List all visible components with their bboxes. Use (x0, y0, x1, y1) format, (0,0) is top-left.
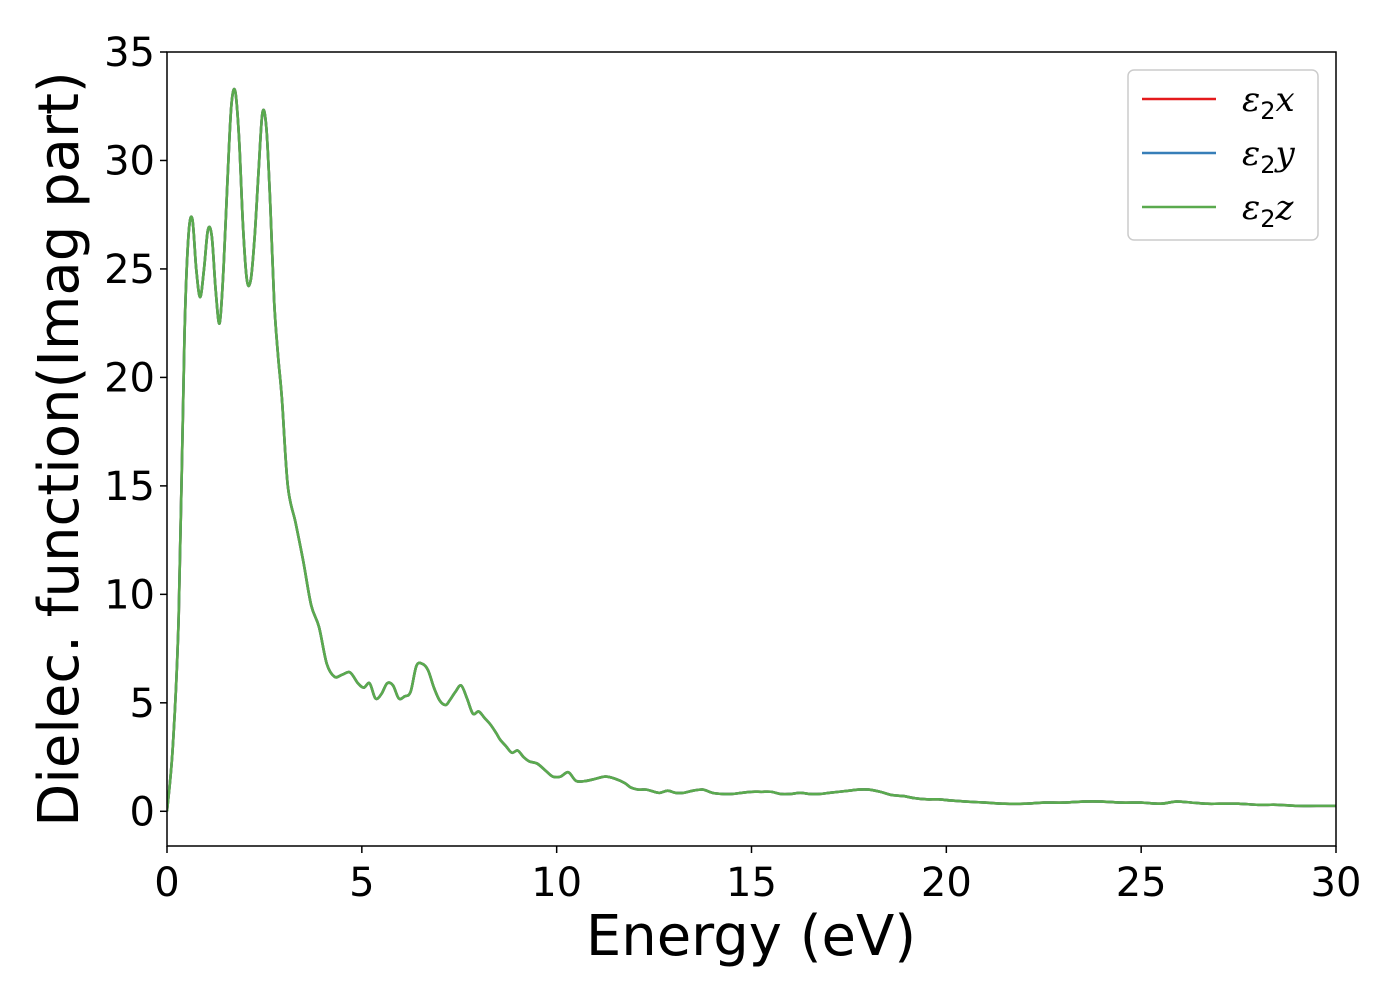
x-tick-label: 0 (154, 860, 179, 906)
x-tick-label: 10 (531, 860, 582, 906)
x-tick-label: 15 (726, 860, 777, 906)
y-tick-label: 0 (130, 789, 155, 835)
y-axis: 0 5 10 15 20 25 30 35 (104, 30, 167, 835)
x-tick-label: 25 (1116, 860, 1167, 906)
y-tick-label: 5 (130, 681, 155, 727)
x-axis-title: Energy (eV) (586, 904, 916, 969)
legend-label: ε2y (1242, 134, 1296, 179)
y-tick-label: 30 (104, 138, 155, 184)
y-tick-label: 10 (104, 572, 155, 618)
x-axis: 0 5 10 15 20 25 30 (154, 846, 1361, 906)
y-tick-label: 15 (104, 464, 155, 510)
legend-label: ε2x (1242, 80, 1295, 125)
legend: ε2x ε2y ε2z (1127, 69, 1319, 241)
x-tick-label: 5 (349, 860, 374, 906)
y-tick-label: 35 (104, 30, 155, 76)
series-e2z-line (167, 87, 1336, 812)
y-tick-label: 25 (104, 247, 155, 293)
x-tick-label: 20 (921, 860, 972, 906)
x-tick-label: 30 (1311, 860, 1362, 906)
y-axis-title: Dielec. function(Imag part) (27, 71, 92, 827)
series-layer (167, 87, 1336, 812)
legend-frame (1127, 69, 1319, 241)
y-tick-label: 20 (104, 355, 155, 401)
legend-label: ε2z (1242, 188, 1295, 233)
